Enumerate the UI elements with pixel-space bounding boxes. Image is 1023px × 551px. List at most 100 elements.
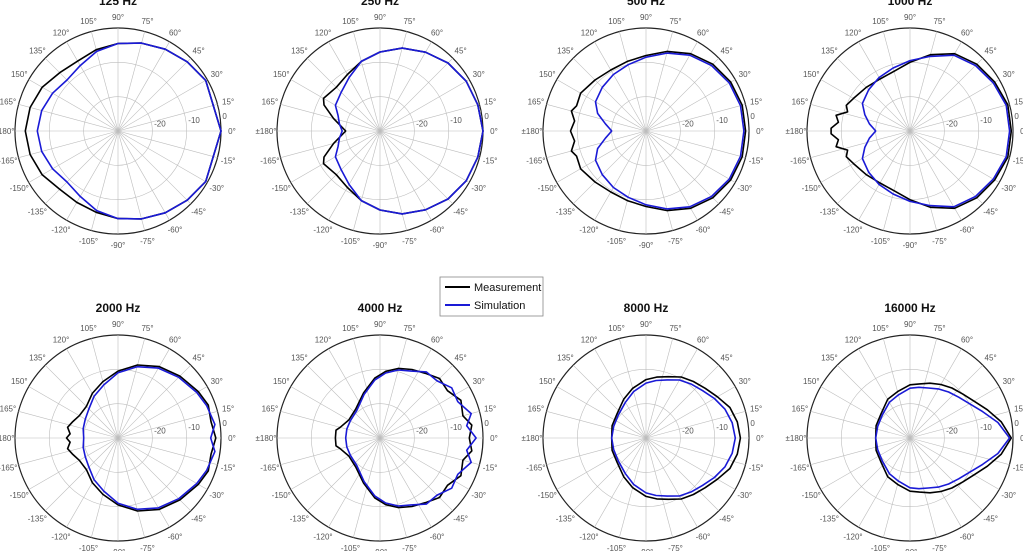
grid-spoke [28,386,119,439]
radial-tick-label: -10 [188,423,200,432]
angle-tick-label: 75° [669,17,681,26]
grid-spoke [379,338,407,439]
angle-tick-label: 165° [528,404,545,413]
angle-tick-label: 90° [112,13,124,22]
angle-tick-label: -165° [790,157,809,166]
radial-tick-label: -10 [716,116,728,125]
angle-tick-label: -165° [260,464,279,473]
angle-tick-label: 0° [228,127,236,136]
angle-tick-label: -105° [607,237,626,246]
angle-tick-label: -75° [402,544,417,551]
grid-spoke [117,386,208,439]
angle-tick-label: -150° [272,491,291,500]
grid-spoke [883,130,911,231]
radial-tick-label: 0 [484,419,489,428]
grid-spoke [909,348,962,439]
angle-tick-label: 90° [904,320,916,329]
angle-tick-label: -15° [749,157,764,166]
angle-tick-label: 60° [961,335,973,344]
angle-tick-label: -90° [111,548,126,551]
polar-panel: 1000 Hz 0° 15° 30° 45° 60° 75° 90° 105° 120° 135° 1… [786,0,1023,250]
series-simulation [82,365,216,511]
angle-tick-label: 45° [193,46,205,55]
angle-tick-label: -165° [0,157,17,166]
legend-label-simulation: Simulation [474,300,525,312]
legend: Measurement Simulation [439,276,544,317]
grid-spoke [810,104,911,132]
grid-spoke [379,130,470,183]
radial-tick-label: 0 [1014,419,1019,428]
angle-tick-label: -15° [749,464,764,473]
radial-tick-label: 0 [1014,112,1019,121]
angle-tick-label: 150° [11,70,28,79]
angle-tick-label: -120° [313,226,332,235]
angle-tick-label: 150° [11,377,28,386]
grid-spoke [858,41,911,132]
angle-tick-label: -165° [526,464,545,473]
radial-tick-label: -10 [980,423,992,432]
grid-spoke [556,437,647,490]
angle-tick-label: -90° [639,548,654,551]
grid-spoke [645,130,673,231]
radial-tick-label: -10 [450,423,462,432]
grid-spoke [28,130,119,183]
angle-tick-label: 75° [403,17,415,26]
angle-tick-label: -75° [140,544,155,551]
panel-title: 2000 Hz [96,301,141,315]
grid-spoke [18,437,119,465]
angle-tick-label: -135° [820,208,839,217]
grid-spoke [91,31,119,132]
angle-tick-label: 60° [697,28,709,37]
angle-tick-label: -15° [483,464,498,473]
grid-spoke [18,104,119,132]
polar-panel: 8000 Hz 0° 15° 30° 45° 60° 75° 90° 105° 120° 135° 1… [522,301,764,551]
grid-spoke [28,437,119,490]
angle-tick-label: 105° [80,17,97,26]
grid-spoke [909,437,1000,490]
angle-tick-label: -90° [373,548,388,551]
angle-tick-label: 165° [262,404,279,413]
angle-tick-label: 60° [431,335,443,344]
angle-tick-label: -45° [983,208,998,217]
grid-spoke [117,130,192,205]
angle-tick-label: 75° [669,324,681,333]
grid-spoke [572,130,647,205]
angle-tick-label: 75° [933,324,945,333]
angle-tick-label: 30° [473,70,485,79]
angle-tick-label: 0° [228,434,236,443]
angle-tick-label: 15° [1014,97,1023,106]
angle-tick-label: -30° [737,184,752,193]
angle-tick-label: -30° [471,184,486,193]
angle-tick-label: -105° [341,237,360,246]
grid-spoke [556,130,647,183]
radial-tick-label: -20 [154,119,166,128]
grid-spoke [820,79,911,132]
angle-tick-label: -135° [28,515,47,524]
angle-tick-label: -30° [737,491,752,500]
grid-spoke [379,437,454,512]
angle-tick-label: 150° [273,377,290,386]
angle-tick-label: 105° [872,324,889,333]
angle-tick-label: 15° [1014,404,1023,413]
angle-tick-label: -90° [111,241,126,250]
angle-tick-label: 165° [0,404,16,413]
grid-spoke [117,437,218,465]
angle-tick-label: 45° [193,353,205,362]
radial-tick-label: -20 [416,426,428,435]
angle-tick-label: 120° [581,335,598,344]
grid-spoke [858,130,911,221]
angle-tick-label: -15° [221,464,236,473]
grid-spoke [909,130,1010,158]
grid-spoke [290,437,381,490]
angle-tick-label: 135° [291,353,308,362]
grid-spoke [909,130,1000,183]
angle-tick-label: -75° [932,237,947,246]
angle-tick-label: -150° [538,184,557,193]
angle-tick-label: -90° [903,548,918,551]
polar-panel: 250 Hz 0° 15° 30° 45° 60° 75° 90° 105° 120° 135° 15… [256,0,498,250]
grid-spoke [379,31,407,132]
angle-tick-label: -45° [453,515,468,524]
angle-tick-label: -105° [341,544,360,551]
radial-tick-label: 0 [222,419,227,428]
grid-spoke [379,411,480,439]
